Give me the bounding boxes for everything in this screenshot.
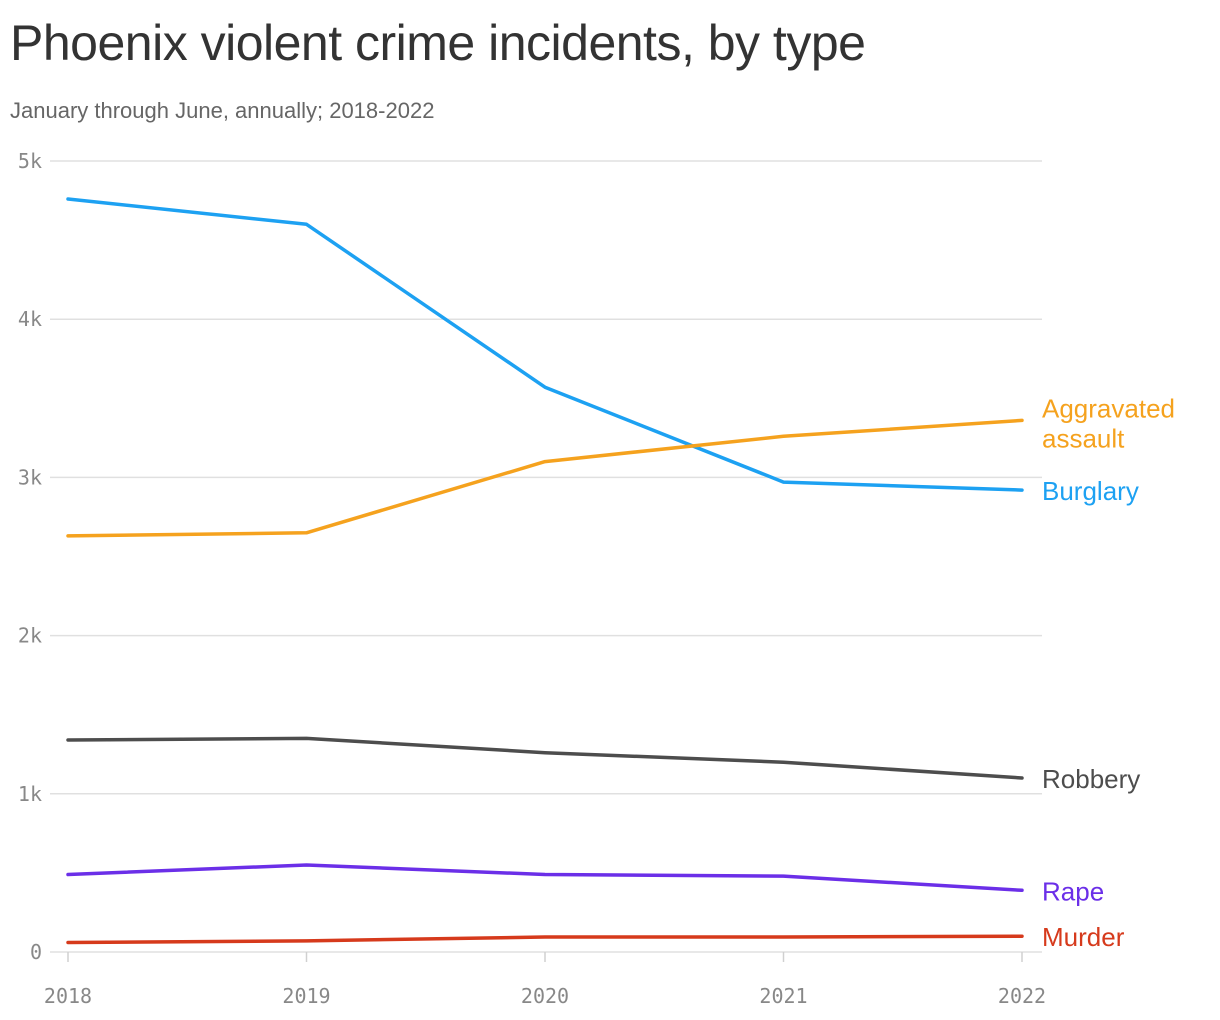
series-line-murder: [66, 934, 1024, 945]
series-line-burglary: [66, 197, 1024, 492]
x-tick-label: 2022: [998, 984, 1046, 1008]
series-label-burglary: Burglary: [1042, 476, 1139, 506]
series-label-aggravated-assault: assault: [1042, 423, 1125, 453]
y-tick-label: 2k: [18, 624, 42, 648]
y-tick-label: 3k: [18, 465, 42, 489]
x-tick-label: 2021: [759, 984, 807, 1008]
series-line-rape: [66, 863, 1024, 893]
x-tick-label: 2018: [44, 984, 92, 1008]
series-label-aggravated-assault: Aggravated: [1042, 393, 1175, 423]
x-tick-label: 2019: [282, 984, 330, 1008]
y-tick-label: 4k: [18, 307, 42, 331]
y-tick-label: 0: [30, 940, 42, 964]
series-label-robbery: Robbery: [1042, 764, 1140, 794]
chart-subtitle: January through June, annually; 2018-202…: [10, 98, 435, 123]
series-label-murder: Murder: [1042, 922, 1125, 952]
x-tick-label: 2020: [521, 984, 569, 1008]
grid-lines: [50, 160, 1042, 953]
y-tick-label: 1k: [18, 782, 42, 806]
y-tick-label: 5k: [18, 149, 42, 173]
series-line-robbery: [66, 736, 1024, 780]
series-lines: [66, 197, 1024, 945]
axes: 0 1k 2k 3k 4k 5k 2018 2019 2020 2021 2022: [18, 149, 1046, 1008]
series-label-rape: Rape: [1042, 876, 1104, 906]
chart-title: Phoenix violent crime incidents, by type: [10, 15, 866, 71]
series-line-aggravated-assault: [66, 418, 1024, 538]
